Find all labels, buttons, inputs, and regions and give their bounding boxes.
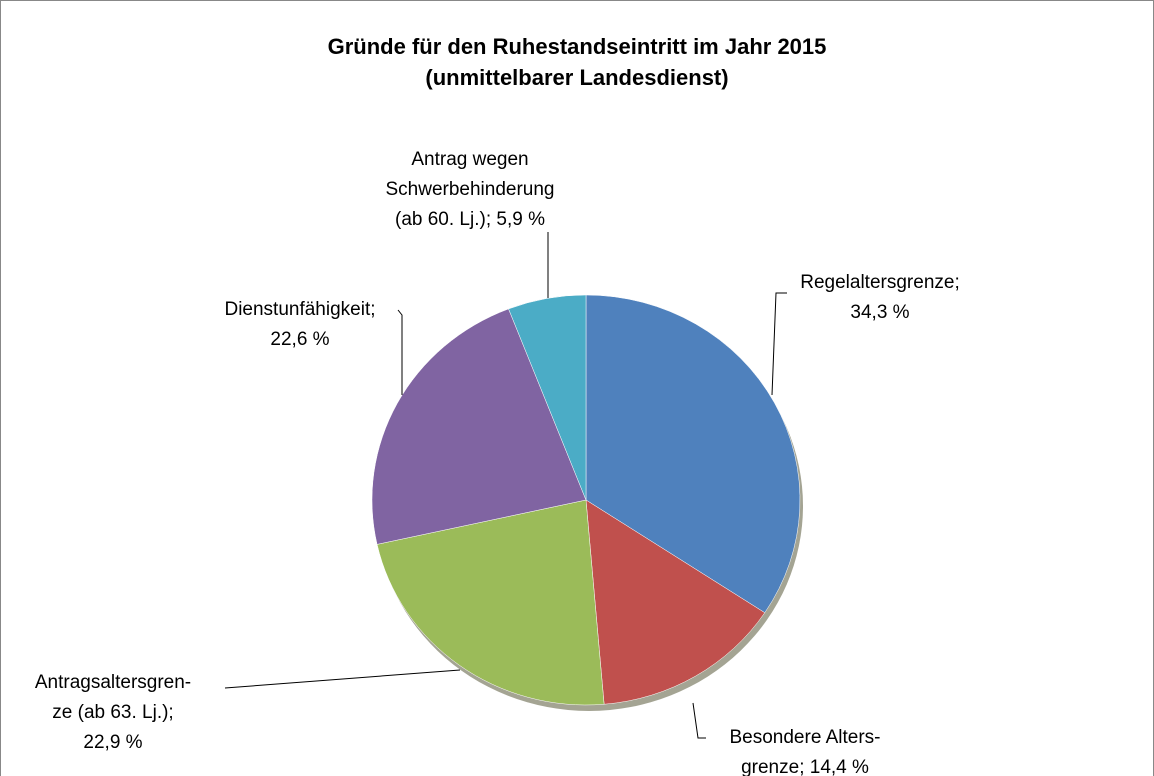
data-label: Antragsaltersgren- ze (ab 63. Lj.); 22,9 … <box>0 668 263 758</box>
category-label: Antragsaltersgren- ze (ab 63. Lj.); <box>34 672 192 723</box>
category-label: Dienstunfähigkeit; <box>224 299 376 320</box>
category-label: Antrag wegen Schwerbehinderung (ab 60. L… <box>385 149 555 230</box>
pie-slice <box>376 499 605 706</box>
value-label: 22,6 % <box>270 329 330 350</box>
pie-slice <box>585 499 766 705</box>
leader-line <box>771 292 787 396</box>
value-label: 22,9 % <box>83 732 143 753</box>
leader-line <box>224 669 461 689</box>
data-label: Besondere Alters- grenze; 14,4 % <box>655 723 955 776</box>
leader-line <box>397 309 403 395</box>
category-label: Regelaltersgrenze; <box>800 272 960 293</box>
value-label: 14,4 % <box>809 757 869 776</box>
chart-title: Gründe für den Ruhestandseintritt im Jah… <box>327 34 827 90</box>
value-label: 5,9 % <box>496 209 545 230</box>
leader-line <box>692 702 706 739</box>
data-label: Regelaltersgrenze; 34,3 % <box>730 268 1030 328</box>
category-label: Besondere Alters- grenze; <box>729 727 881 776</box>
pie-slice <box>508 294 587 501</box>
data-label: Dienstunfähigkeit; 22,6 % <box>150 295 450 355</box>
pie-slice <box>585 294 801 614</box>
pie-slice <box>371 308 587 545</box>
value-label: 34,3 % <box>850 302 910 323</box>
data-label: Antrag wegen Schwerbehinderung (ab 60. L… <box>320 145 620 235</box>
